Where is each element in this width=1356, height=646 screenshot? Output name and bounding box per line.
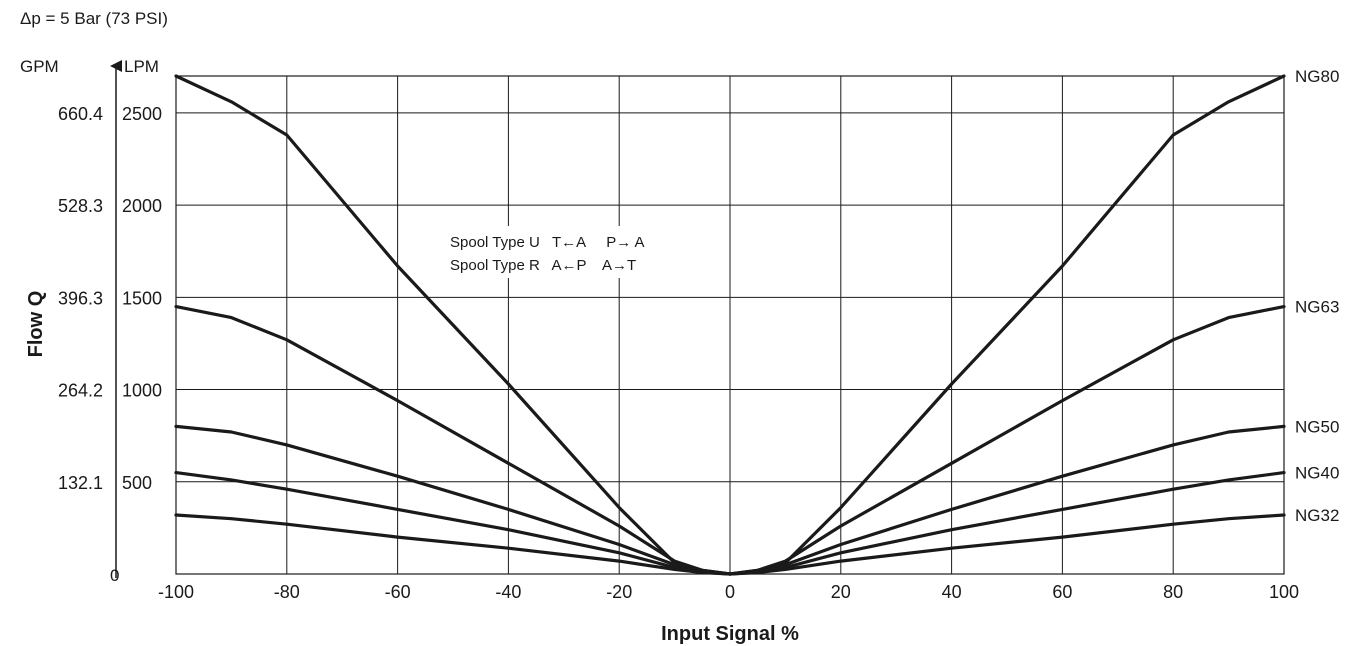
annotation-line-1: Spool Type U T←A P→ A [450,234,645,251]
x-tick-label: -20 [606,582,632,602]
y-tick-label-lpm: 1000 [122,381,162,401]
y-tick-label-lpm: 2000 [122,196,162,216]
x-axis-label: Input Signal % [661,623,799,645]
lpm-unit-label: LPM [124,57,159,76]
x-tick-label: -60 [385,582,411,602]
series-line-ng32 [174,513,1286,576]
annotation-line-2: Spool Type R A←P A→T [450,257,636,274]
series-label-ng40: NG40 [1295,464,1339,483]
series-label-ng32: NG32 [1295,506,1339,525]
x-tick-label: -100 [158,582,194,602]
x-tick-label: -40 [495,582,521,602]
annotation-box [444,226,700,278]
x-tick-labels: -100 -80 -60 -40 -20 0 20 40 60 80 100 [158,582,1299,602]
series-lines [174,74,1286,576]
y-tick-label-gpm: 660.4 [58,104,103,124]
y-tick-label-gpm: 528.3 [58,196,103,216]
y-tick-label-lpm: 2500 [122,104,162,124]
y-tick-label-gpm: 132.1 [58,473,103,493]
x-tick-label: 40 [942,582,962,602]
x-tick-label: 20 [831,582,851,602]
y-tick-label-lpm: 1500 [122,288,162,308]
series-label-ng80: NG80 [1295,67,1339,86]
series-label-ng50: NG50 [1295,417,1339,436]
origin-label: 0 [110,566,119,585]
y-tick-labels: 500 1000 1500 2000 2500 132.1 264.2 396.3 528.3 6… [58,104,162,493]
pressure-note: Δp = 5 Bar (73 PSI) [20,9,168,28]
y-tick-label-gpm: 264.2 [58,381,103,401]
x-tick-label: -80 [274,582,300,602]
x-tick-label: 0 [725,582,735,602]
y-tick-label-gpm: 396.3 [58,288,103,308]
series-labels: NG80 NG63 NG50 NG40 NG32 [1295,67,1339,525]
y-tick-label-lpm: 500 [122,473,152,493]
y-axis-label: Flow Q [25,291,47,358]
series-label-ng63: NG63 [1295,298,1339,317]
x-tick-label: 80 [1163,582,1183,602]
x-tick-label: 60 [1052,582,1072,602]
x-tick-label: 100 [1269,582,1299,602]
gpm-unit-label: GPM [20,57,59,76]
